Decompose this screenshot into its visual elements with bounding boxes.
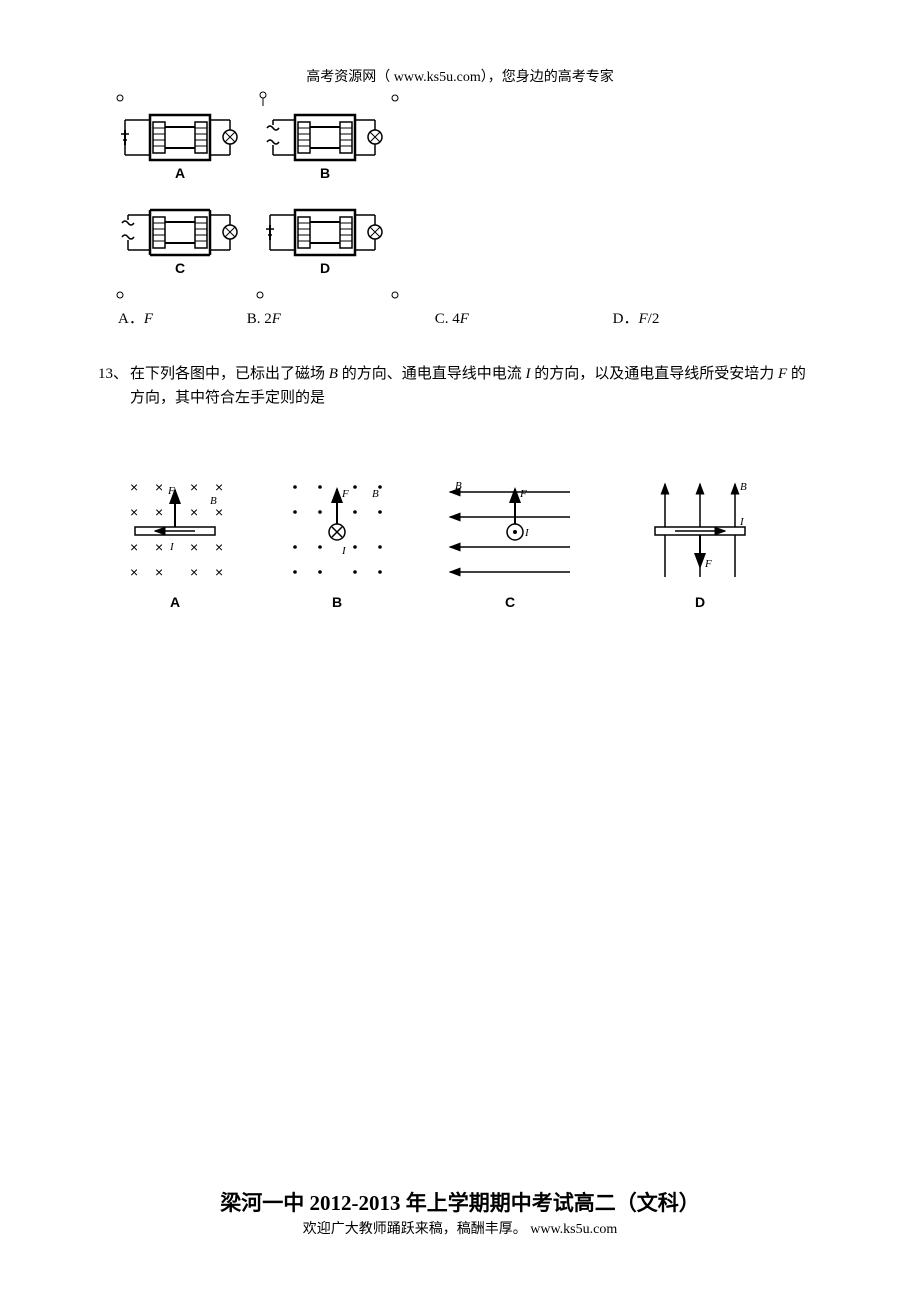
svg-text:B: B <box>372 488 379 500</box>
options-row: A．F B. 2F C. 4F D．F/2 <box>118 307 818 328</box>
svg-text:×: × <box>130 504 138 520</box>
svg-text:I: I <box>524 527 530 539</box>
physics-diagrams: ×××× ×××× ×××× ×××× F B I A F B I B <box>120 472 820 642</box>
diagram-b: F B I B <box>293 485 382 610</box>
physics-label-d: D <box>695 594 705 610</box>
svg-text:×: × <box>155 504 163 520</box>
svg-text:I: I <box>739 516 745 528</box>
svg-text:F: F <box>341 488 349 500</box>
svg-text:×: × <box>190 479 198 495</box>
svg-text:×: × <box>130 564 138 580</box>
svg-text:B: B <box>455 480 462 492</box>
option-b: B. 2F <box>247 311 285 327</box>
q13-text: 在下列各图中，已标出了磁场 B 的方向、通电直导线中电流 I 的方向，以及通电直… <box>130 362 818 410</box>
question-13: 13、 在下列各图中，已标出了磁场 B 的方向、通电直导线中电流 I 的方向，以… <box>98 362 818 410</box>
transformer-label-a: A <box>175 165 185 181</box>
transformer-label-b: B <box>320 165 330 181</box>
svg-text:I: I <box>169 541 175 553</box>
svg-text:×: × <box>155 539 163 555</box>
svg-text:×: × <box>130 479 138 495</box>
diagram-a: ×××× ×××× ×××× ×××× F B I A <box>130 479 223 610</box>
svg-text:F: F <box>519 488 527 500</box>
option-c: C. 4F <box>435 311 473 327</box>
transformer-label-d: D <box>320 260 330 276</box>
physics-label-b: B <box>332 594 342 610</box>
svg-text:×: × <box>190 504 198 520</box>
option-a: A．F <box>118 311 157 327</box>
svg-text:×: × <box>215 539 223 555</box>
option-d: D．F/2 <box>613 311 660 327</box>
svg-text:F: F <box>167 485 175 497</box>
svg-text:×: × <box>155 479 163 495</box>
physics-label-a: A <box>170 594 180 610</box>
svg-text:×: × <box>215 479 223 495</box>
svg-text:B: B <box>740 481 747 493</box>
svg-text:×: × <box>155 564 163 580</box>
transformer-diagrams: A B <box>115 90 405 300</box>
svg-text:×: × <box>215 564 223 580</box>
q13-number: 13、 <box>98 362 128 386</box>
transformer-label-c: C <box>175 260 185 276</box>
header-text: 高考资源网（ www.ks5u.com），您身边的高考专家 <box>0 66 920 86</box>
svg-text:×: × <box>130 539 138 555</box>
footer-text: 欢迎广大教师踊跃来稿，稿酬丰厚。 www.ks5u.com <box>0 1218 920 1238</box>
physics-label-c: C <box>505 594 515 610</box>
svg-text:×: × <box>190 564 198 580</box>
svg-text:I: I <box>341 545 347 557</box>
page-title: 梁河一中 2012-2013 年上学期期中考试高二（文科） <box>0 1187 920 1217</box>
svg-text:F: F <box>704 558 712 570</box>
svg-text:×: × <box>190 539 198 555</box>
svg-text:B: B <box>210 495 217 507</box>
diagram-c: B F I C <box>450 480 570 610</box>
diagram-d: B I F D <box>655 481 747 610</box>
